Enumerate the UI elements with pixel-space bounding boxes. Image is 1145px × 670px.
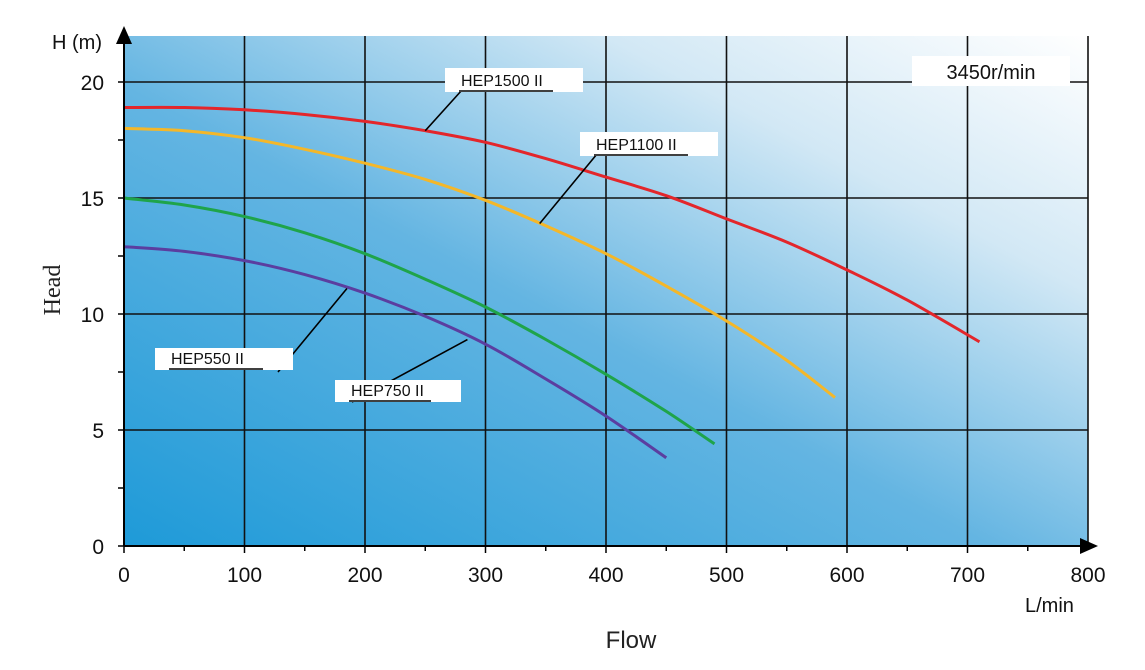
label-text: HEP1500 II	[461, 73, 543, 90]
series-labels: HEP1500 II HEP1100 II HEP550 II HEP750 II	[155, 68, 718, 403]
series-label-hep1500-ii: HEP1500 II	[424, 68, 583, 132]
speed-annotation-box	[912, 56, 1070, 86]
label-text: HEP1100 II	[596, 137, 677, 154]
series-line-hep750-ii	[123, 196, 716, 446]
x-tick-label: 0	[118, 564, 130, 587]
series-label-hep750-ii: HEP750 II	[335, 338, 468, 403]
y-tick-label: 0	[92, 536, 104, 559]
x-tick-label: 400	[588, 564, 623, 587]
y-axis-unit-label: H (m)	[52, 32, 102, 54]
series-line-hep1500-ii	[123, 105, 981, 344]
x-axis-title: Flow	[606, 627, 657, 654]
grid-lines	[124, 36, 1089, 546]
speed-annotation: 3450r/min	[947, 62, 1036, 84]
label-text: HEP550 II	[171, 351, 244, 368]
x-tick-label: 100	[227, 564, 262, 587]
series-label-hep1100-ii: HEP1100 II	[539, 132, 718, 225]
label-box	[445, 68, 583, 92]
y-tick-label: 15	[81, 188, 104, 211]
label-box	[335, 380, 461, 402]
x-tick-label: 500	[709, 564, 744, 587]
label-leader-line	[424, 89, 463, 132]
series-line-hep1100-ii	[123, 126, 836, 399]
y-tick-label: 20	[81, 72, 104, 95]
series-lines	[123, 105, 981, 460]
series-label-hep550-ii: HEP550 II	[155, 287, 348, 373]
y-tick-label: 5	[92, 420, 104, 443]
x-tick-label: 800	[1070, 564, 1105, 587]
axes: 0 100 200 300 400 500 600 700 800 0 5 10 15 20	[81, 26, 1106, 587]
y-tick-label: 10	[81, 304, 104, 327]
x-tick-label: 700	[950, 564, 985, 587]
y-axis-title: Head	[40, 265, 66, 316]
label-box	[580, 132, 718, 156]
label-box	[155, 348, 293, 370]
x-tick-label: 300	[468, 564, 503, 587]
series-line-hep550-ii	[123, 245, 668, 460]
x-axis-unit-label: L/min	[1025, 595, 1074, 617]
x-tick-label: 600	[829, 564, 864, 587]
label-text: HEP750 II	[351, 383, 424, 400]
label-leader-line	[539, 153, 598, 225]
x-tick-label: 200	[347, 564, 382, 587]
